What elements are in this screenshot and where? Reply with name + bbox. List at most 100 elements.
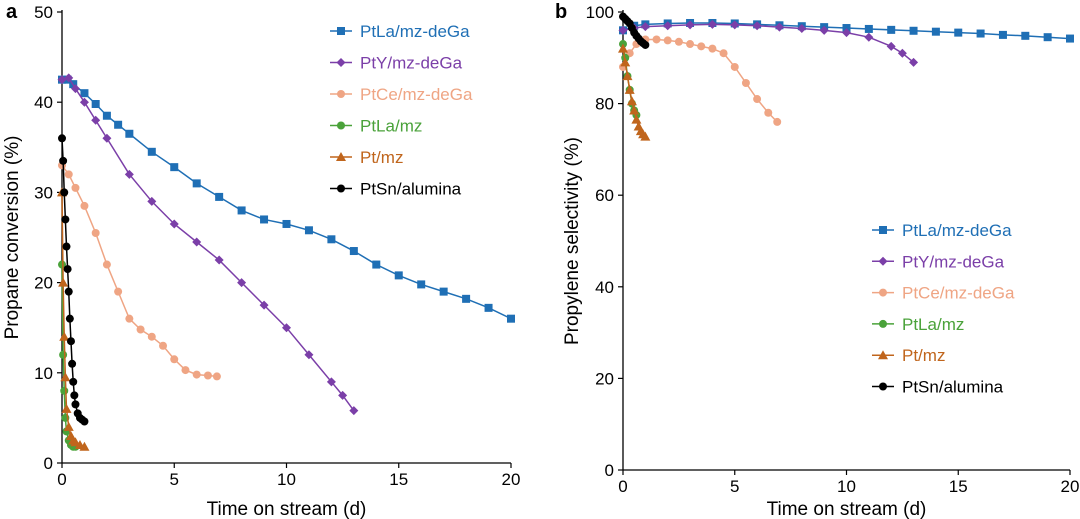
legend-marker [878,256,888,266]
panel-a-x-tick-label: 15 [389,470,408,489]
panel-a-x-tick-label: 5 [170,470,179,489]
legend-item-pt-mz: Pt/mz [330,148,403,167]
data-point-ptce-mz-dega [125,314,134,323]
data-point-pt-mz [626,96,637,106]
data-point-pty-mz-dega [338,390,348,400]
legend-item-pty-mz-dega: PtY/mz-deGa [872,252,1005,271]
data-point-pt-mz [640,131,651,141]
legend-marker [879,382,887,391]
data-point-pty-mz-dega [79,97,89,107]
data-point-ptce-mz-dega [212,372,221,381]
data-point-pt-mz [59,331,70,341]
data-point-ptce-mz-dega [91,228,100,237]
legend-label: PtLa/mz-deGa [902,221,1012,240]
panel-b-y-tick-label: 60 [595,186,614,205]
data-point-pty-mz-dega [842,28,851,38]
data-point-ptla-mz-dega [237,206,246,215]
panel-a-series-ptsn-alumina [58,134,89,426]
panel-b-series-pty-mz-dega [618,19,919,67]
panel-a-x-tick-label: 20 [502,470,521,489]
data-point-ptce-mz-dega [170,355,179,364]
panel-b-x-tick-label: 15 [949,477,968,496]
data-point-pt-mz [79,441,90,451]
data-point-ptla-mz-dega [80,89,89,98]
data-point-ptce-mz-dega [764,108,773,117]
legend-marker [337,27,345,35]
data-point-ptla-mz-dega [439,287,448,296]
data-point-ptsn-alumina [58,134,66,143]
legend-item-ptce-mz-dega: PtCe/mz-deGa [872,284,1015,303]
series-line-pty-mz-dega [622,23,915,63]
data-point-ptce-mz-dega [102,260,111,269]
data-point-ptla-mz-dega [417,280,426,289]
data-point-ptla-mz-dega [91,100,100,109]
data-point-ptla-mz-dega [125,129,134,138]
legend-item-ptsn-alumina: PtSn/alumina [872,378,1004,397]
data-point-pty-mz-dega [57,75,67,85]
panel-b-legend: PtLa/mz-deGa PtY/mz-deGa PtCe/mz-deGa PtLa/… [872,221,1015,397]
panel-b-x-tick-label: 10 [837,477,856,496]
legend-marker [879,226,887,234]
data-point-ptsn-alumina [60,188,69,197]
data-point-ptce-mz-dega [64,170,73,179]
data-point-pt-mz [60,372,71,382]
panel-a-y-tick-label: 10 [34,364,53,383]
data-point-pty-mz-dega [349,406,359,416]
data-point-ptla-mz-dega [976,29,985,38]
data-point-pty-mz-dega [774,22,784,32]
panel-a-x-tick-label: 10 [277,470,296,489]
data-point-ptla-mz-dega [282,219,291,228]
series-line-pty-mz-dega [61,76,355,412]
data-point-ptce-mz-dega [697,42,706,51]
data-point-pty-mz-dega [640,22,650,32]
data-point-ptce-mz-dega [730,62,739,71]
legend-label: Pt/mz [360,148,403,167]
data-point-ptla-mz-dega [507,314,515,323]
data-point-ptce-mz-dega [80,201,89,210]
data-point-ptla-mz-dega [102,111,111,120]
data-point-pty-mz-dega [864,32,874,42]
data-point-pty-mz-dega [282,323,291,333]
panel-b-y-axis-title: Propylene selectivity (%) [562,137,583,345]
panel-a-y-axis-title: Propane conversion (%) [2,136,23,340]
data-point-ptsn-alumina [71,400,80,409]
data-point-ptsn-alumina [80,417,89,426]
data-point-pty-mz-dega [326,377,336,387]
data-point-ptce-mz-dega [708,44,717,53]
legend-marker [337,121,345,130]
legend-label: PtY/mz-deGa [360,54,463,73]
panel-a-y-tick-label: 40 [34,93,53,112]
data-point-ptce-mz-dega [674,37,683,46]
data-point-pt-mz [622,71,633,81]
data-point-ptsn-alumina [66,337,75,346]
data-point-ptla-mz-dega [372,260,381,269]
legend-item-ptce-mz-dega: PtCe/mz-deGa [330,85,473,104]
data-point-pty-mz-dega [730,20,740,30]
data-point-ptla-mz-dega [931,27,940,36]
panel-a-label: a [6,1,18,23]
panel-b-series-ptsn-alumina [619,12,650,49]
series-line-ptce-mz-dega [61,164,217,378]
data-point-pty-mz-dega [192,237,202,247]
data-point-pty-mz-dega [91,115,101,125]
data-point-ptce-mz-dega [181,366,190,375]
legend-label: PtSn/alumina [902,378,1004,397]
legend-label: PtLa/mz [360,117,422,136]
data-point-ptce-mz-dega [147,332,156,341]
panel-a-series-ptla-mz-dega [58,75,515,323]
legend-label: PtY/mz-deGa [902,252,1005,271]
data-point-ptla-mz [60,386,69,395]
data-point-pty-mz-dega [64,73,74,83]
data-point-ptla-mz-dega [215,192,224,201]
legend-label: Pt/mz [902,346,945,365]
data-point-pt-mz [624,84,635,94]
data-point-ptsn-alumina [64,287,73,296]
data-point-ptce-mz-dega [71,183,80,192]
data-point-pty-mz-dega [685,20,695,30]
data-point-pt-mz [620,57,631,67]
panel-b-x-axis-title: Time on stream (d) [767,499,927,519]
panel-a-series-pt-mz [57,187,90,451]
data-point-ptla-mz-dega [909,26,918,35]
data-point-ptce-mz-dega [686,40,695,49]
data-point-ptla-mz-dega [954,28,963,37]
